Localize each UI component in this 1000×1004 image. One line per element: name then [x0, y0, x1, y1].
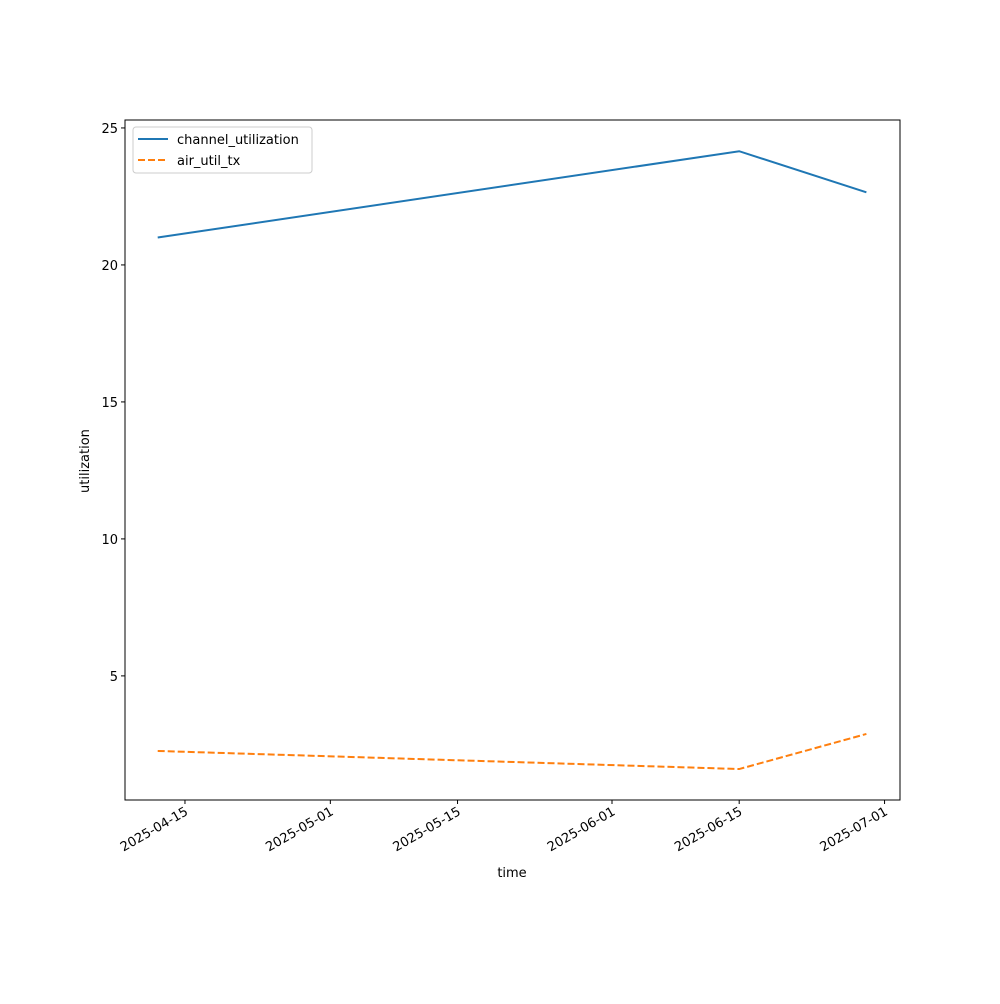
series-line [157, 150, 867, 239]
y-tick-label: 10 [101, 533, 118, 548]
plot-frame [124, 119, 901, 801]
x-axis-label: time [497, 866, 526, 881]
legend-box [132, 126, 313, 174]
y-tick-label: 15 [101, 396, 118, 411]
legend-label: channel_utilization [177, 133, 299, 148]
y-axis-label: utilization [78, 429, 93, 493]
y-tick-label: 20 [101, 259, 118, 274]
y-tick-label: 25 [101, 122, 118, 137]
y-tick-label: 5 [110, 670, 118, 685]
legend: channel_utilization air_util_tx [132, 126, 313, 174]
series-line [157, 733, 867, 771]
legend-label: air_util_tx [177, 154, 241, 169]
